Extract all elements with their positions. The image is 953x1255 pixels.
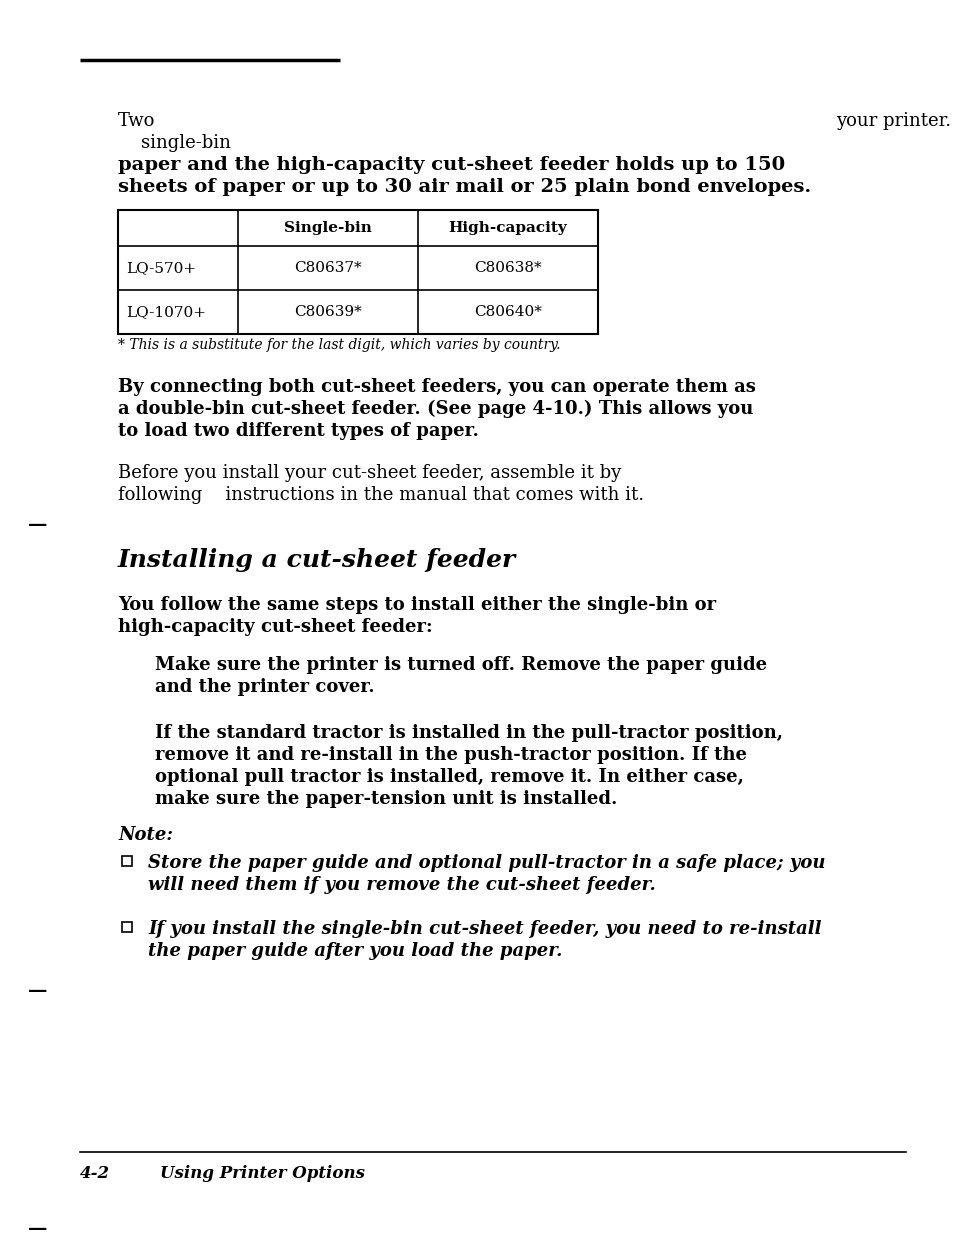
Bar xyxy=(118,210,598,334)
Text: your printer.: your printer. xyxy=(835,112,950,131)
Text: paper and the high-capacity cut-sheet feeder holds up to 150: paper and the high-capacity cut-sheet fe… xyxy=(118,156,784,174)
Text: high-capacity cut-sheet feeder:: high-capacity cut-sheet feeder: xyxy=(118,617,432,636)
Text: will need them if you remove the cut-sheet feeder.: will need them if you remove the cut-she… xyxy=(148,876,655,894)
Text: By connecting both cut-sheet feeders, you can operate them as: By connecting both cut-sheet feeders, yo… xyxy=(118,378,755,397)
Text: C80640*: C80640* xyxy=(474,305,541,319)
Text: following    instructions in the manual that comes with it.: following instructions in the manual tha… xyxy=(118,486,643,505)
Text: Two: Two xyxy=(118,112,155,131)
Text: to load two different types of paper.: to load two different types of paper. xyxy=(118,422,478,441)
Text: High-capacity: High-capacity xyxy=(448,221,567,235)
Text: C80639*: C80639* xyxy=(294,305,361,319)
Text: Store the paper guide and optional pull-tractor in a safe place; you: Store the paper guide and optional pull-… xyxy=(148,853,824,872)
Text: Installing a cut-sheet feeder: Installing a cut-sheet feeder xyxy=(118,548,516,572)
Text: —: — xyxy=(28,981,48,1000)
Text: Make sure the printer is turned off. Remove the paper guide: Make sure the printer is turned off. Rem… xyxy=(154,656,766,674)
Text: If you install the single-bin cut-sheet feeder, you need to re-install: If you install the single-bin cut-sheet … xyxy=(148,920,821,937)
Text: —: — xyxy=(28,1220,48,1237)
Text: LQ-570+: LQ-570+ xyxy=(126,261,196,275)
Text: 4-2: 4-2 xyxy=(80,1165,110,1182)
Text: LQ-1070+: LQ-1070+ xyxy=(126,305,206,319)
Text: single-bin: single-bin xyxy=(118,134,231,152)
Text: C80637*: C80637* xyxy=(294,261,361,275)
Text: If the standard tractor is installed in the pull-tractor position,: If the standard tractor is installed in … xyxy=(154,724,782,742)
Text: make sure the paper-tension unit is installed.: make sure the paper-tension unit is inst… xyxy=(154,789,617,808)
Text: a double-bin cut-sheet feeder. (See page 4-10.) This allows you: a double-bin cut-sheet feeder. (See page… xyxy=(118,400,753,418)
Text: Single-bin: Single-bin xyxy=(284,221,372,235)
Text: C80638*: C80638* xyxy=(474,261,541,275)
Text: * This is a substitute for the last digit, which varies by country.: * This is a substitute for the last digi… xyxy=(118,338,560,351)
Text: the paper guide after you load the paper.: the paper guide after you load the paper… xyxy=(148,943,561,960)
Text: remove it and re-install in the push-tractor position. If the: remove it and re-install in the push-tra… xyxy=(154,745,746,764)
Text: optional pull tractor is installed, remove it. In either case,: optional pull tractor is installed, remo… xyxy=(154,768,743,786)
Bar xyxy=(122,856,132,866)
Text: —: — xyxy=(28,516,48,533)
Text: sheets of paper or up to 30 air mail or 25 plain bond envelopes.: sheets of paper or up to 30 air mail or … xyxy=(118,178,810,196)
Text: You follow the same steps to install either the single-bin or: You follow the same steps to install eit… xyxy=(118,596,716,614)
Text: Using Printer Options: Using Printer Options xyxy=(160,1165,365,1182)
Text: Note:: Note: xyxy=(118,826,172,845)
Bar xyxy=(122,922,132,932)
Text: Before you install your cut-sheet feeder, assemble it by: Before you install your cut-sheet feeder… xyxy=(118,464,620,482)
Text: and the printer cover.: and the printer cover. xyxy=(154,678,375,697)
